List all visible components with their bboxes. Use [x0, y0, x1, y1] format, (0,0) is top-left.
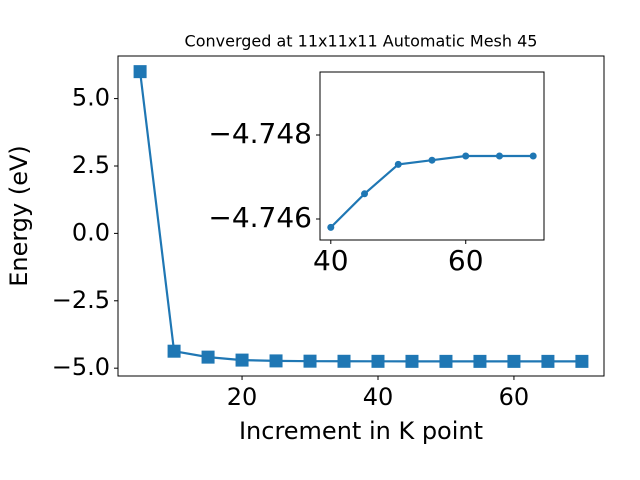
- chart-title: Converged at 11x11x11 Automatic Mesh 45: [185, 32, 538, 51]
- marker: [167, 344, 181, 358]
- marker: [371, 354, 385, 368]
- y-tick-label: −4.746: [208, 201, 312, 234]
- y-tick-label: 2.5: [72, 151, 110, 179]
- marker: [327, 223, 335, 231]
- marker: [529, 152, 537, 160]
- marker: [575, 354, 589, 368]
- marker: [235, 353, 249, 367]
- marker: [462, 152, 470, 160]
- x-tick-label: 40: [313, 244, 349, 277]
- y-tick-label: −2.5: [52, 286, 110, 314]
- marker: [507, 354, 521, 368]
- marker: [269, 354, 283, 368]
- y-tick-label: 0.0: [72, 218, 110, 246]
- marker: [541, 354, 555, 368]
- y-axis-label: Energy (eV): [5, 145, 33, 287]
- marker: [337, 354, 351, 368]
- marker: [201, 350, 215, 364]
- marker: [133, 65, 147, 79]
- marker: [361, 190, 369, 198]
- y-tick-label: −4.748: [208, 117, 312, 150]
- marker: [405, 354, 419, 368]
- x-tick-label: 60: [448, 244, 484, 277]
- marker: [495, 152, 503, 160]
- marker: [428, 156, 436, 164]
- marker: [303, 354, 317, 368]
- x-tick-label: 20: [227, 383, 258, 411]
- x-tick-label: 60: [499, 383, 530, 411]
- marker: [394, 160, 402, 168]
- y-tick-label: −5.0: [52, 353, 110, 381]
- y-tick-label: 5.0: [72, 84, 110, 112]
- x-tick-label: 40: [363, 383, 394, 411]
- x-axis-label: Increment in K point: [239, 417, 483, 445]
- marker: [439, 354, 453, 368]
- marker: [473, 354, 487, 368]
